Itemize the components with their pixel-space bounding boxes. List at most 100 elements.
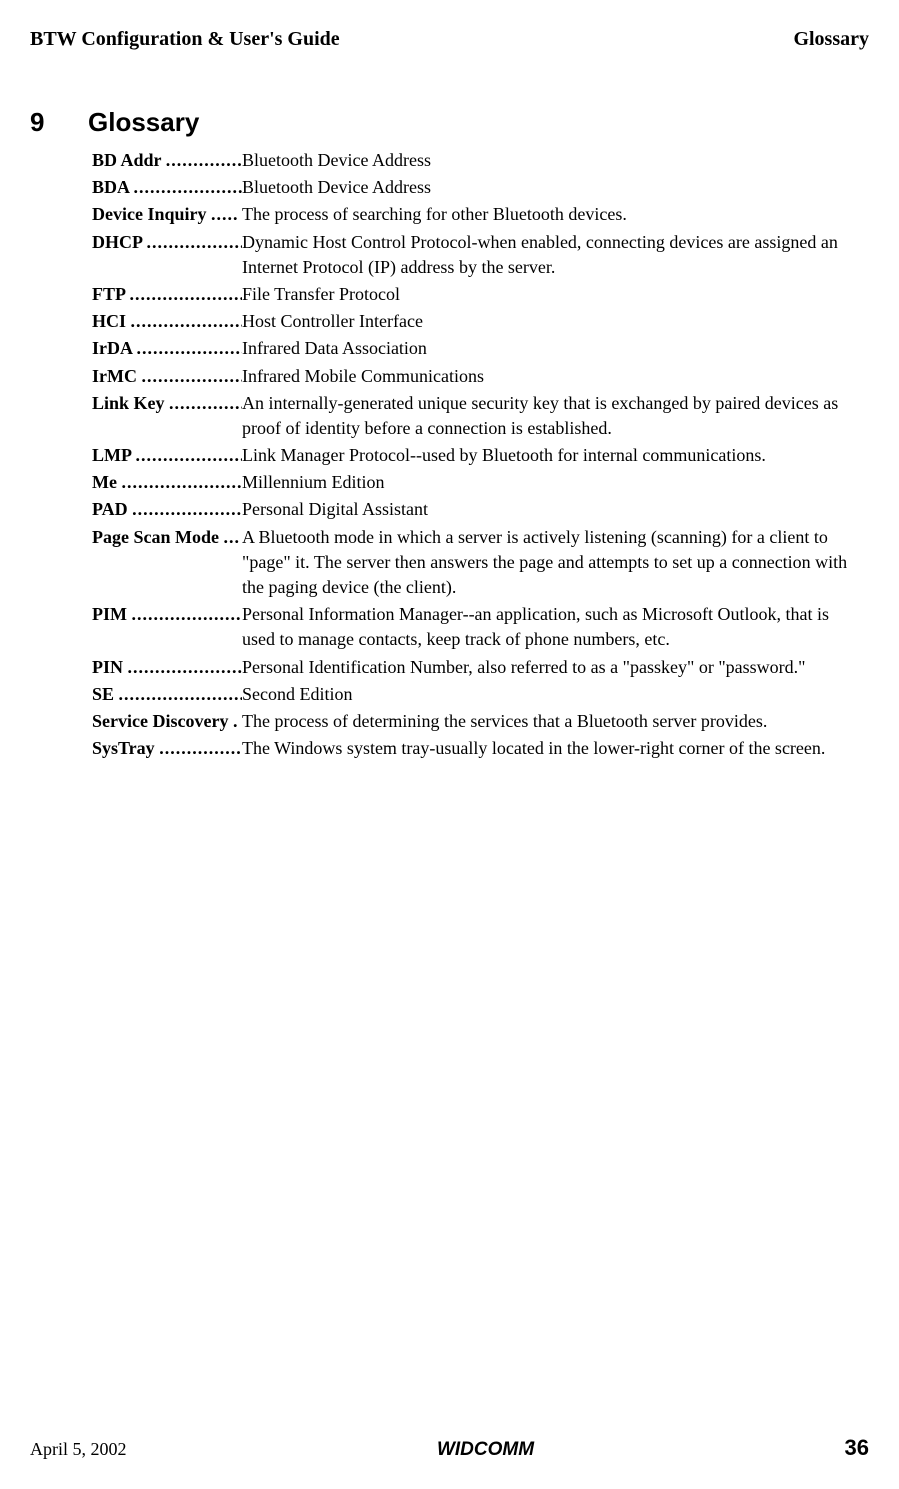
glossary-term: Page Scan Mode: [92, 527, 219, 547]
glossary-term-cell: Page Scan Mode ...: [92, 525, 242, 601]
leader-dots: ..............: [169, 393, 242, 413]
glossary-term-cell: FTP ......................: [92, 282, 242, 307]
glossary-term: PAD: [92, 499, 128, 519]
glossary-definition: The process of determining the services …: [242, 709, 869, 734]
header-left: BTW Configuration & User's Guide: [30, 28, 340, 51]
glossary-term: IrMC: [92, 366, 137, 386]
glossary-term-cell: PAD .....................: [92, 497, 242, 522]
glossary-entry: SysTray ................The Windows syst…: [92, 736, 869, 761]
leader-dots: .: [233, 711, 239, 731]
glossary-definition: Infrared Mobile Communications: [242, 364, 869, 389]
section-title: Glossary: [88, 107, 199, 137]
glossary-term-cell: Service Discovery .: [92, 709, 242, 734]
glossary-entry: Link Key ..............An internally-gen…: [92, 391, 869, 441]
glossary-definition: Dynamic Host Control Protocol-when enabl…: [242, 230, 869, 280]
glossary-definition: Second Edition: [242, 682, 869, 707]
glossary-entry: DHCP ..................Dynamic Host Cont…: [92, 230, 869, 280]
glossary-entry: Page Scan Mode ...A Bluetooth mode in wh…: [92, 525, 869, 601]
glossary-entry: PAD .....................Personal Digita…: [92, 497, 869, 522]
glossary-definition: Infrared Data Association: [242, 336, 869, 361]
glossary-term: Link Key: [92, 393, 165, 413]
leader-dots: ....................: [137, 338, 243, 358]
header-right: Glossary: [793, 28, 869, 51]
glossary-entry: FTP ......................File Transfer …: [92, 282, 869, 307]
leader-dots: ......................: [131, 311, 242, 331]
leader-dots: ................: [159, 738, 242, 758]
glossary-term: PIM: [92, 604, 127, 624]
glossary-term-cell: PIN ......................: [92, 655, 242, 680]
glossary-term: Service Discovery: [92, 711, 228, 731]
section-number: 9: [30, 107, 88, 138]
glossary-entry: Me .......................Millennium Edi…: [92, 470, 869, 495]
glossary-term: BDA: [92, 177, 129, 197]
glossary-term-cell: BD Addr ..............: [92, 148, 242, 173]
glossary-definition: Link Manager Protocol--used by Bluetooth…: [242, 443, 869, 468]
glossary-term: IrDA: [92, 338, 132, 358]
glossary-entry: LMP ....................Link Manager Pro…: [92, 443, 869, 468]
leader-dots: ........................: [119, 684, 242, 704]
leader-dots: .......................: [121, 472, 242, 492]
glossary-definition: The Windows system tray-usually located …: [242, 736, 869, 761]
glossary-entry: Device Inquiry .....The process of searc…: [92, 202, 869, 227]
footer-date: April 5, 2002: [30, 1439, 127, 1460]
glossary-entry: PIM .....................Personal Inform…: [92, 602, 869, 652]
glossary-definition: Bluetooth Device Address: [242, 148, 869, 173]
glossary-term-cell: PIM .....................: [92, 602, 242, 652]
glossary-definition: The process of searching for other Bluet…: [242, 202, 869, 227]
glossary-list: BD Addr ..............Bluetooth Device A…: [92, 148, 869, 761]
glossary-term-cell: IrDA ....................: [92, 336, 242, 361]
leader-dots: ..................: [147, 232, 242, 252]
glossary-entry: HCI ......................Host Controlle…: [92, 309, 869, 334]
footer-page-number: 36: [845, 1435, 869, 1461]
glossary-term-cell: HCI ......................: [92, 309, 242, 334]
glossary-entry: BDA .....................Bluetooth Devic…: [92, 175, 869, 200]
glossary-definition: Bluetooth Device Address: [242, 175, 869, 200]
leader-dots: ....................: [136, 445, 243, 465]
glossary-term: LMP: [92, 445, 131, 465]
glossary-term: Device Inquiry: [92, 204, 207, 224]
leader-dots: .....: [211, 204, 239, 224]
glossary-definition: File Transfer Protocol: [242, 282, 869, 307]
glossary-term: HCI: [92, 311, 126, 331]
glossary-term: DHCP: [92, 232, 142, 252]
glossary-definition: Millennium Edition: [242, 470, 869, 495]
glossary-term: PIN: [92, 657, 123, 677]
glossary-definition: An internally-generated unique security …: [242, 391, 869, 441]
leader-dots: .....................: [134, 177, 242, 197]
glossary-entry: PIN ......................Personal Ident…: [92, 655, 869, 680]
leader-dots: ...: [223, 527, 240, 547]
glossary-term-cell: IrMC ...................: [92, 364, 242, 389]
glossary-term-cell: SysTray ................: [92, 736, 242, 761]
glossary-definition: Personal Information Manager--an applica…: [242, 602, 869, 652]
leader-dots: .....................: [132, 499, 242, 519]
leader-dots: ......................: [128, 657, 243, 677]
glossary-term: SysTray: [92, 738, 155, 758]
glossary-term-cell: BDA .....................: [92, 175, 242, 200]
footer-company: WIDCOMM: [437, 1439, 534, 1461]
section-heading: 9Glossary: [30, 107, 869, 138]
glossary-entry: IrDA ....................Infrared Data A…: [92, 336, 869, 361]
glossary-term: FTP: [92, 284, 125, 304]
glossary-entry: Service Discovery .The process of determ…: [92, 709, 869, 734]
glossary-term-cell: DHCP ..................: [92, 230, 242, 280]
glossary-term-cell: SE ........................: [92, 682, 242, 707]
page-footer: April 5, 2002 WIDCOMM 36: [30, 1435, 869, 1461]
glossary-definition: Personal Identification Number, also ref…: [242, 655, 869, 680]
glossary-term-cell: LMP ....................: [92, 443, 242, 468]
glossary-entry: IrMC ...................Infrared Mobile …: [92, 364, 869, 389]
leader-dots: ......................: [130, 284, 242, 304]
glossary-term-cell: Link Key ..............: [92, 391, 242, 441]
glossary-term: BD Addr: [92, 150, 161, 170]
glossary-entry: BD Addr ..............Bluetooth Device A…: [92, 148, 869, 173]
leader-dots: ..............: [166, 150, 242, 170]
glossary-term: SE: [92, 684, 114, 704]
leader-dots: ...................: [141, 366, 242, 386]
page-header: BTW Configuration & User's Guide Glossar…: [30, 28, 869, 51]
glossary-term: Me: [92, 472, 117, 492]
leader-dots: .....................: [132, 604, 243, 624]
glossary-term-cell: Me .......................: [92, 470, 242, 495]
glossary-term-cell: Device Inquiry .....: [92, 202, 242, 227]
glossary-definition: Personal Digital Assistant: [242, 497, 869, 522]
glossary-definition: Host Controller Interface: [242, 309, 869, 334]
glossary-entry: SE ........................Second Editio…: [92, 682, 869, 707]
